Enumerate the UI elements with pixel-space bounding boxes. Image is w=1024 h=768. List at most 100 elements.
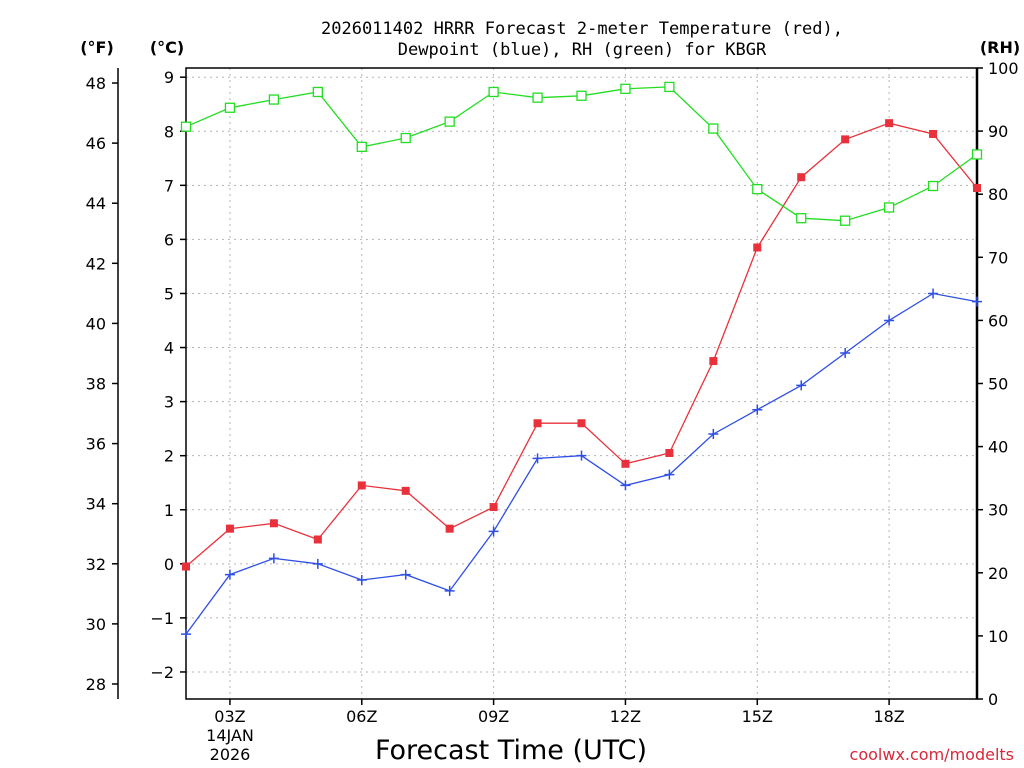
fahrenheit-tick-label: 38 bbox=[86, 375, 106, 394]
temperature-point bbox=[313, 535, 322, 544]
celsius-tick-label: 1 bbox=[164, 501, 174, 520]
celsius-tick-label: −1 bbox=[150, 609, 174, 628]
rh-point bbox=[268, 94, 280, 105]
rh-tick-label: 30 bbox=[988, 501, 1008, 520]
rh-point bbox=[927, 180, 939, 192]
dewpoint-point bbox=[268, 553, 279, 564]
celsius-tick-label: −2 bbox=[150, 663, 174, 682]
date-label-year: 2026 bbox=[210, 745, 251, 764]
date-label-day: 14JAN bbox=[206, 726, 254, 745]
temperature-point bbox=[929, 129, 938, 138]
x-tick-label: 03Z bbox=[214, 707, 245, 726]
dewpoint-point bbox=[181, 629, 191, 640]
temperature-point bbox=[797, 173, 806, 182]
rh-series bbox=[180, 81, 983, 226]
rh-point bbox=[796, 213, 807, 224]
temperature-point bbox=[621, 459, 630, 468]
celsius-tick-label: 4 bbox=[164, 339, 174, 358]
rh-tick-label: 90 bbox=[988, 122, 1008, 141]
rh-point bbox=[312, 86, 323, 98]
rh-point bbox=[752, 184, 763, 195]
rh-point bbox=[224, 102, 236, 113]
fahrenheit-tick-label: 46 bbox=[86, 134, 106, 153]
rh-point bbox=[180, 121, 192, 132]
temperature-point bbox=[753, 243, 762, 252]
dewpoint-point bbox=[796, 380, 807, 391]
rh-point bbox=[664, 81, 675, 93]
x-tick-label: 12Z bbox=[610, 707, 641, 726]
temperature-point bbox=[533, 419, 542, 428]
x-tick-label: 18Z bbox=[873, 707, 904, 726]
rh-tick-label: 10 bbox=[988, 627, 1008, 646]
dewpoint-point bbox=[576, 450, 587, 461]
grid bbox=[186, 68, 977, 699]
fahrenheit-tick-label: 28 bbox=[86, 675, 106, 694]
fahrenheit-tick-label: 44 bbox=[86, 194, 106, 213]
x-tick-label: 09Z bbox=[478, 707, 509, 726]
plot-frame bbox=[185, 67, 978, 700]
celsius-tick-label: 8 bbox=[164, 122, 174, 141]
rh-tick-label: 20 bbox=[988, 564, 1008, 583]
rh-point bbox=[708, 123, 719, 134]
temperature-point bbox=[445, 524, 454, 533]
dewpoint-point bbox=[400, 569, 411, 580]
rh-point bbox=[971, 149, 983, 160]
temperature-point bbox=[841, 135, 850, 144]
dewpoint-point bbox=[488, 526, 499, 537]
rh-axis-unit: (RH) bbox=[980, 38, 1020, 57]
celsius-axis-unit: (°C) bbox=[150, 38, 184, 57]
dewpoint-point bbox=[708, 429, 719, 440]
fahrenheit-tick-label: 36 bbox=[86, 435, 106, 454]
dewpoint-series bbox=[181, 288, 982, 640]
temperature-line bbox=[185, 122, 978, 567]
temperature-point bbox=[225, 524, 234, 533]
rh-point bbox=[883, 202, 895, 213]
dewpoint-point bbox=[224, 569, 235, 580]
credit-text: coolwx.com/modelts bbox=[850, 745, 1014, 764]
celsius-tick-label: 2 bbox=[164, 447, 174, 466]
temperature-point bbox=[269, 519, 278, 528]
temperature-point bbox=[182, 562, 190, 571]
rh-tick-label: 50 bbox=[988, 375, 1008, 394]
rh-point bbox=[576, 90, 587, 101]
temperature-point bbox=[401, 486, 410, 495]
rh-tick-label: 100 bbox=[988, 59, 1019, 78]
dewpoint-point bbox=[356, 575, 367, 586]
rh-line bbox=[185, 86, 978, 222]
celsius-tick-label: 0 bbox=[164, 555, 174, 574]
temperature-point bbox=[489, 503, 498, 512]
rh-point bbox=[532, 92, 543, 103]
rh-point bbox=[444, 116, 455, 127]
rh-tick-label: 70 bbox=[988, 248, 1008, 267]
celsius-tick-label: 9 bbox=[164, 68, 174, 87]
fahrenheit-tick-label: 40 bbox=[86, 314, 106, 333]
fahrenheit-tick-label: 34 bbox=[86, 495, 106, 514]
tick-labels: 2830323436384042444648−2−101234567890102… bbox=[86, 59, 1019, 726]
rh-point bbox=[840, 215, 851, 226]
series bbox=[180, 81, 983, 640]
rh-tick-label: 60 bbox=[988, 311, 1008, 330]
rh-tick-label: 80 bbox=[988, 185, 1008, 204]
celsius-tick-label: 3 bbox=[164, 393, 174, 412]
fahrenheit-tick-label: 42 bbox=[86, 254, 106, 273]
dewpoint-point bbox=[752, 404, 763, 415]
dewpoint-point bbox=[532, 453, 543, 464]
dewpoint-point bbox=[444, 585, 455, 596]
dewpoint-line bbox=[185, 292, 978, 635]
chart-title-line-1: 2026011402 HRRR Forecast 2-meter Tempera… bbox=[321, 19, 843, 39]
rh-point bbox=[488, 86, 499, 98]
rh-point bbox=[620, 83, 631, 94]
temperature-point bbox=[885, 119, 894, 128]
celsius-tick-label: 7 bbox=[164, 176, 174, 195]
x-axis-label: Forecast Time (UTC) bbox=[375, 735, 647, 766]
fahrenheit-tick-label: 30 bbox=[86, 615, 106, 634]
fahrenheit-tick-label: 48 bbox=[86, 74, 106, 93]
temperature-series bbox=[182, 119, 981, 571]
temperature-point bbox=[973, 184, 981, 193]
dewpoint-point bbox=[840, 347, 851, 358]
axes bbox=[112, 67, 983, 705]
x-tick-label: 15Z bbox=[742, 707, 773, 726]
rh-tick-label: 40 bbox=[988, 438, 1008, 457]
dewpoint-point bbox=[884, 315, 895, 326]
